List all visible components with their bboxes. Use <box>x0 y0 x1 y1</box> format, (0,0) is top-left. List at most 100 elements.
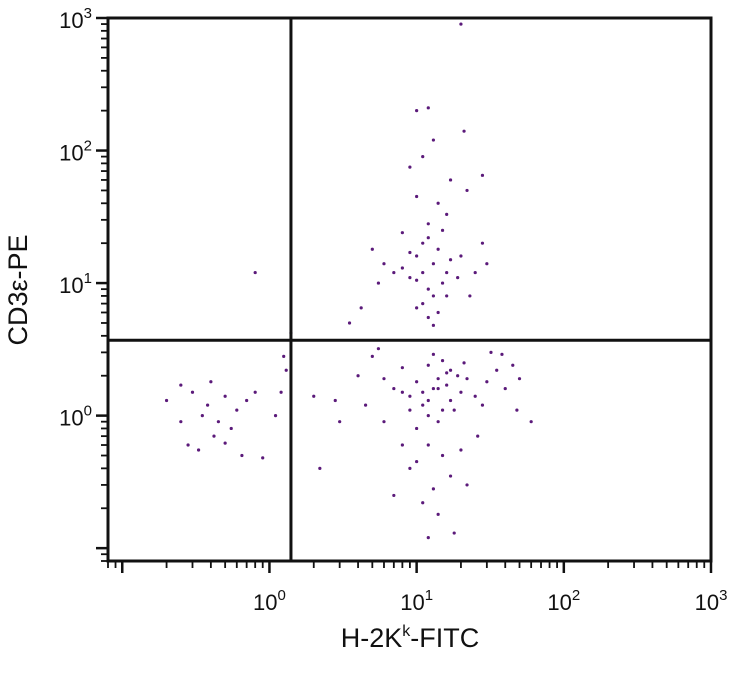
data-point <box>400 231 404 235</box>
y-axis-title: CD3ε-PE <box>3 234 33 345</box>
data-point <box>284 368 288 372</box>
data-point <box>273 414 278 418</box>
data-point <box>426 443 430 447</box>
data-point <box>489 350 493 354</box>
data-point <box>426 236 430 240</box>
data-point <box>347 321 352 325</box>
data-point <box>408 394 412 398</box>
data-point <box>468 294 472 298</box>
data-point <box>445 212 449 216</box>
data-point <box>421 501 425 505</box>
y-axis-ticks <box>96 16 108 562</box>
data-point <box>253 270 257 275</box>
data-point <box>240 453 244 458</box>
data-point <box>421 155 425 159</box>
data-point <box>421 270 425 275</box>
data-point <box>415 380 419 384</box>
data-point <box>382 262 386 266</box>
data-point <box>452 531 456 535</box>
data-point <box>421 403 425 407</box>
data-point <box>485 262 489 266</box>
data-point <box>473 270 477 275</box>
data-point <box>431 323 436 327</box>
x-tick-label: 102 <box>547 587 580 615</box>
data-point <box>436 386 440 391</box>
data-point <box>436 247 440 251</box>
data-point <box>485 380 489 384</box>
data-point <box>476 434 480 438</box>
data-point <box>517 377 522 381</box>
data-point <box>473 394 477 398</box>
data-point <box>462 361 466 365</box>
data-point <box>426 414 430 418</box>
data-point <box>318 466 322 470</box>
data-point <box>436 310 440 315</box>
data-point <box>382 420 386 424</box>
y-tick-label: 103 <box>59 5 92 33</box>
data-point <box>235 408 239 412</box>
data-point <box>312 394 316 398</box>
data-point <box>179 420 183 424</box>
data-point <box>456 275 460 280</box>
data-point <box>415 278 419 282</box>
data-point <box>431 487 436 491</box>
data-point <box>400 390 404 394</box>
data-point <box>400 366 404 370</box>
data-point <box>253 390 257 394</box>
data-point <box>459 448 463 452</box>
data-point <box>431 138 436 142</box>
data-point <box>436 512 440 516</box>
data-point <box>261 456 265 460</box>
data-point <box>400 266 404 270</box>
data-point <box>196 448 201 452</box>
data-point <box>421 302 425 306</box>
data-point <box>415 426 419 431</box>
data-point <box>245 398 249 403</box>
plot-frame <box>106 16 713 563</box>
data-point <box>164 398 169 403</box>
data-point <box>480 241 485 245</box>
data-point <box>392 270 396 275</box>
data-point <box>480 173 485 177</box>
data-point <box>426 106 430 110</box>
data-point <box>448 474 453 478</box>
data-point <box>190 390 195 394</box>
data-point <box>382 377 386 381</box>
data-point <box>209 380 213 384</box>
data-point <box>440 228 445 232</box>
y-axis-tick-labels: 100 101 102 103 <box>59 5 92 431</box>
data-point <box>465 188 469 193</box>
x-tick-label: 103 <box>695 587 728 615</box>
data-point <box>459 254 463 258</box>
data-point <box>500 352 504 356</box>
data-point <box>503 386 507 391</box>
data-point <box>426 315 430 320</box>
data-point <box>186 443 190 447</box>
data-point <box>426 287 430 291</box>
y-tick-label: 100 <box>59 403 92 431</box>
data-point <box>408 466 412 470</box>
x-tick-label: 101 <box>400 587 433 615</box>
data-point <box>363 403 368 407</box>
data-point <box>282 354 286 358</box>
data-point <box>200 414 204 418</box>
data-point <box>436 377 440 381</box>
y-tick-label: 101 <box>59 270 92 298</box>
data-point <box>408 250 412 255</box>
data-point <box>515 408 519 412</box>
data-point <box>448 368 453 372</box>
data-point <box>421 390 425 394</box>
x-tick-label: 100 <box>253 587 286 615</box>
data-point <box>448 258 453 262</box>
data-point <box>370 247 374 251</box>
x-axis-title: H-2Kk-FITC <box>341 623 480 653</box>
data-point <box>426 536 430 540</box>
data-point <box>426 398 430 403</box>
data-point <box>408 275 412 280</box>
data-point <box>426 363 430 367</box>
data-point <box>338 420 342 424</box>
data-point <box>440 359 445 363</box>
data-point <box>400 443 404 447</box>
data-point <box>445 270 449 275</box>
data-point <box>445 383 449 387</box>
